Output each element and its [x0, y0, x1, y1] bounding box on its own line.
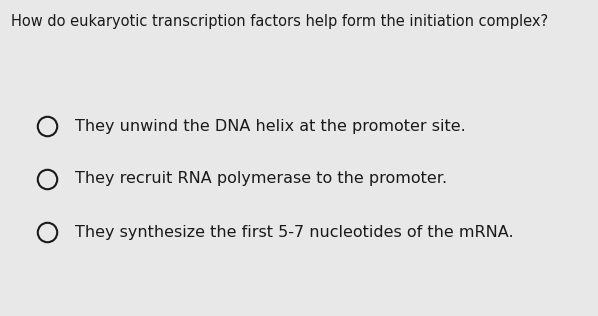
Text: How do eukaryotic transcription factors help form the initiation complex?: How do eukaryotic transcription factors …	[11, 14, 548, 29]
Text: They recruit RNA polymerase to the promoter.: They recruit RNA polymerase to the promo…	[75, 171, 447, 186]
Text: They synthesize the first 5-7 nucleotides of the mRNA.: They synthesize the first 5-7 nucleotide…	[75, 225, 513, 240]
Text: They unwind the DNA helix at the promoter site.: They unwind the DNA helix at the promote…	[75, 119, 465, 134]
